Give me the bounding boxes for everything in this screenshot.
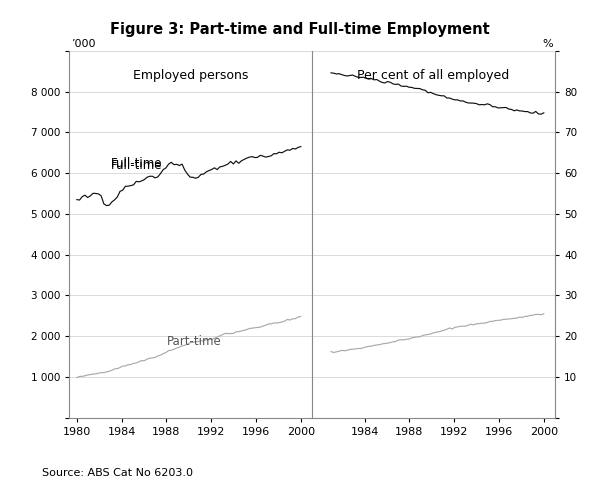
Text: Employed persons: Employed persons	[133, 69, 248, 82]
Text: Full-time: Full-time	[110, 159, 162, 172]
Text: Full-time: Full-time	[110, 157, 162, 170]
Text: Part-time: Part-time	[166, 335, 221, 348]
Text: %: %	[542, 39, 553, 49]
Text: ’000: ’000	[71, 39, 96, 49]
Text: Source: ABS Cat No 6203.0: Source: ABS Cat No 6203.0	[42, 468, 193, 478]
Text: Per cent of all employed: Per cent of all employed	[358, 69, 509, 82]
Text: Figure 3: Part-time and Full-time Employment: Figure 3: Part-time and Full-time Employ…	[110, 22, 490, 37]
